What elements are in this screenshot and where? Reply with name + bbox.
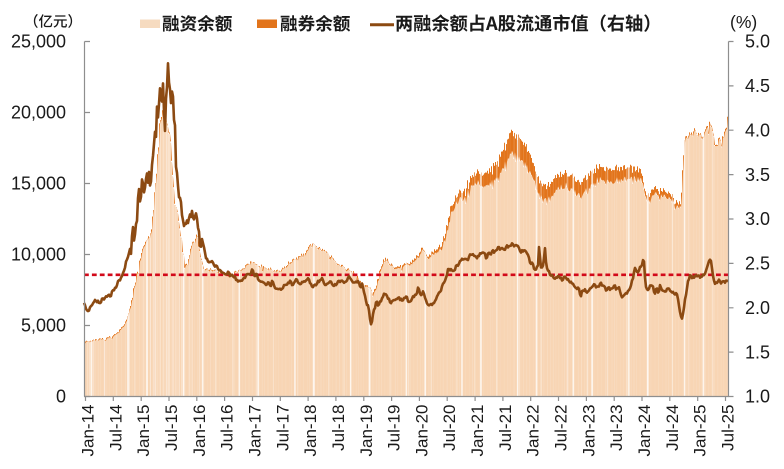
svg-text:5.0: 5.0	[745, 32, 770, 52]
svg-text:Jan-19: Jan-19	[357, 405, 376, 457]
svg-text:Jan-17: Jan-17	[246, 405, 265, 457]
svg-text:Jan-23: Jan-23	[579, 405, 598, 457]
svg-text:Jul-20: Jul-20	[440, 405, 459, 451]
svg-text:Jul-17: Jul-17	[273, 405, 292, 451]
svg-text:Jan-14: Jan-14	[79, 405, 98, 457]
svg-text:Jul-21: Jul-21	[496, 405, 515, 451]
svg-text:Jul-15: Jul-15	[162, 405, 181, 451]
svg-text:2.5: 2.5	[745, 254, 770, 274]
svg-text:Jan-25: Jan-25	[691, 405, 710, 457]
svg-text:2.0: 2.0	[745, 298, 770, 318]
svg-text:5,000: 5,000	[21, 316, 66, 336]
svg-text:3.0: 3.0	[745, 209, 770, 229]
svg-text:Jan-16: Jan-16	[190, 405, 209, 457]
svg-text:Jan-22: Jan-22	[524, 405, 543, 457]
svg-text:15,000: 15,000	[11, 174, 66, 194]
svg-text:Jul-19: Jul-19	[385, 405, 404, 451]
svg-text:0: 0	[56, 387, 66, 407]
svg-text:25,000: 25,000	[11, 32, 66, 52]
svg-text:Jan-20: Jan-20	[412, 405, 431, 457]
svg-text:Jul-22: Jul-22	[552, 405, 571, 451]
svg-text:Jan-18: Jan-18	[301, 405, 320, 457]
svg-text:Jul-14: Jul-14	[106, 405, 125, 451]
svg-text:Jul-18: Jul-18	[329, 405, 348, 451]
svg-text:10,000: 10,000	[11, 245, 66, 265]
svg-text:20,000: 20,000	[11, 103, 66, 123]
svg-text:Jan-24: Jan-24	[635, 405, 654, 457]
svg-text:Jan-15: Jan-15	[134, 405, 153, 457]
svg-text:4.0: 4.0	[745, 120, 770, 140]
svg-text:1.0: 1.0	[745, 387, 770, 407]
svg-text:3.5: 3.5	[745, 165, 770, 185]
svg-text:(%): (%)	[730, 12, 757, 32]
svg-text:4.5: 4.5	[745, 76, 770, 96]
svg-text:Jan-21: Jan-21	[468, 405, 487, 457]
svg-text:1.5: 1.5	[745, 342, 770, 362]
svg-text:Jul-23: Jul-23	[607, 405, 626, 451]
svg-text:Jul-25: Jul-25	[719, 405, 738, 451]
svg-text:Jul-16: Jul-16	[218, 405, 237, 451]
svg-text:Jul-24: Jul-24	[663, 405, 682, 451]
